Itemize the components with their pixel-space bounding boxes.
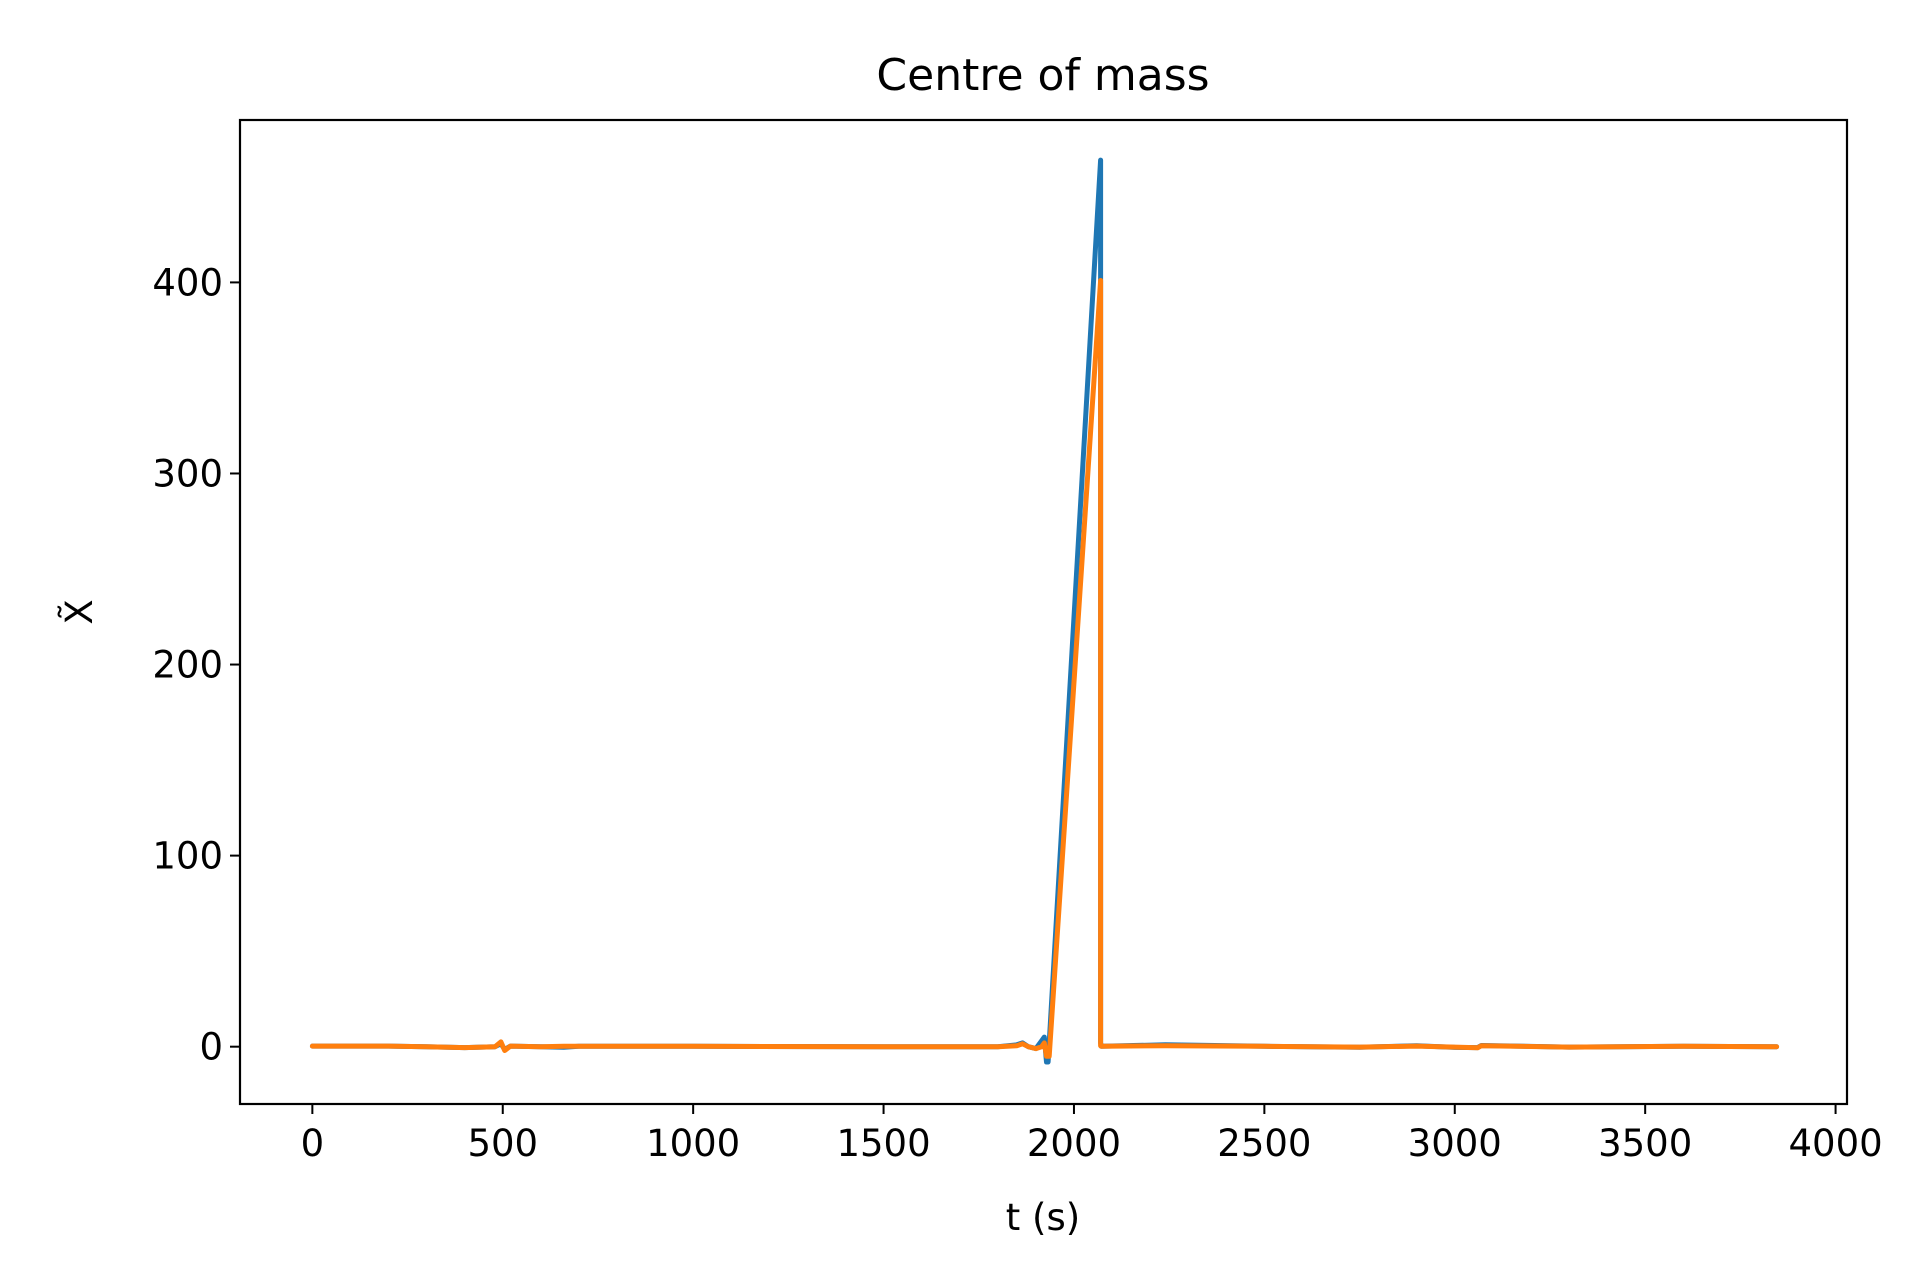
y-axis-label: X̃ — [57, 599, 101, 624]
x-axis-ticks: 0 500 1000 1500 2000 2500 3000 3500 4000 — [301, 1104, 1883, 1165]
y-tick-label: 400 — [152, 261, 223, 304]
y-tick-label: 0 — [199, 1026, 223, 1069]
y-tick-label: 200 — [152, 644, 223, 687]
plot-background — [240, 120, 1847, 1104]
series-line-2 — [309, 278, 1780, 1059]
plot-area — [238, 118, 1849, 1106]
x-tick-label: 1000 — [646, 1122, 740, 1165]
y-tick-label: 300 — [152, 452, 223, 495]
axes-frame — [238, 118, 1849, 1106]
x-tick-label: 1500 — [836, 1122, 930, 1165]
x-axis-label: t (s) — [1006, 1196, 1080, 1239]
y-axis-ticks: 0 100 200 300 400 — [152, 261, 240, 1069]
x-tick-label: 0 — [301, 1122, 325, 1165]
x-tick-label: 2500 — [1217, 1122, 1311, 1165]
x-tick-label: 3500 — [1598, 1122, 1692, 1165]
chart-title: Centre of mass — [876, 50, 1209, 101]
x-tick-label: 4000 — [1788, 1122, 1882, 1165]
x-tick-label: 3000 — [1408, 1122, 1502, 1165]
x-tick-label: 500 — [467, 1122, 538, 1165]
series-layer — [309, 157, 1780, 1065]
y-tick-label: 100 — [152, 835, 223, 878]
x-tick-label: 2000 — [1027, 1122, 1121, 1165]
